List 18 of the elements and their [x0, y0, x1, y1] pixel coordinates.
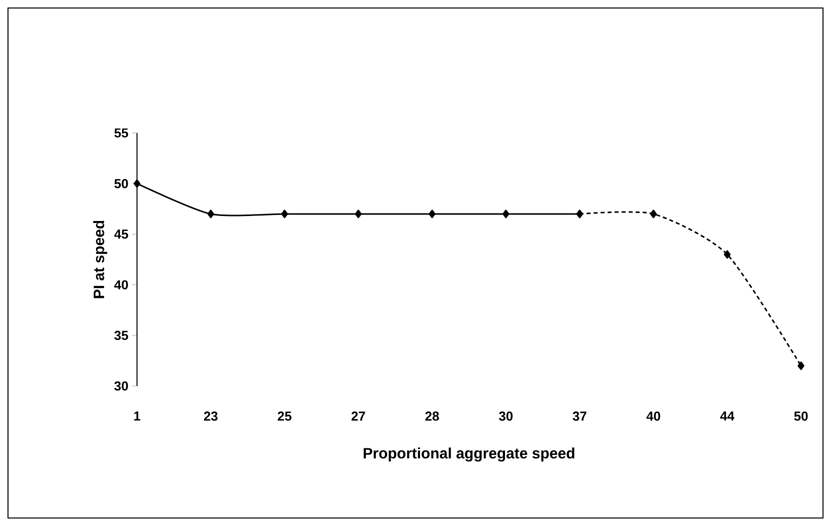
x-tick-label: 30 — [498, 412, 513, 421]
x-tick-label: 40 — [646, 412, 660, 421]
y-tick-label: 40 — [114, 280, 128, 290]
x-tick-label: 25 — [278, 412, 292, 421]
y-tick-label: 55 — [114, 128, 128, 138]
x-axis-title: Proportional aggregate speed — [364, 448, 574, 462]
y-axis-title: PI at speed — [93, 220, 108, 298]
y-tick-label: 45 — [114, 230, 128, 239]
x-tick-label: 23 — [204, 412, 218, 421]
x-tick-label: 50 — [794, 412, 808, 421]
y-tick-label: 30 — [114, 381, 128, 391]
x-tick-label: 28 — [425, 412, 439, 421]
x-tick-label: 1 — [134, 412, 140, 420]
x-tick-label: 27 — [352, 412, 365, 421]
x-tick-label: 44 — [720, 412, 734, 420]
y-tick-label: 35 — [114, 330, 128, 340]
x-tick-label: 37 — [572, 412, 586, 421]
y-tick-label: 50 — [114, 178, 128, 188]
